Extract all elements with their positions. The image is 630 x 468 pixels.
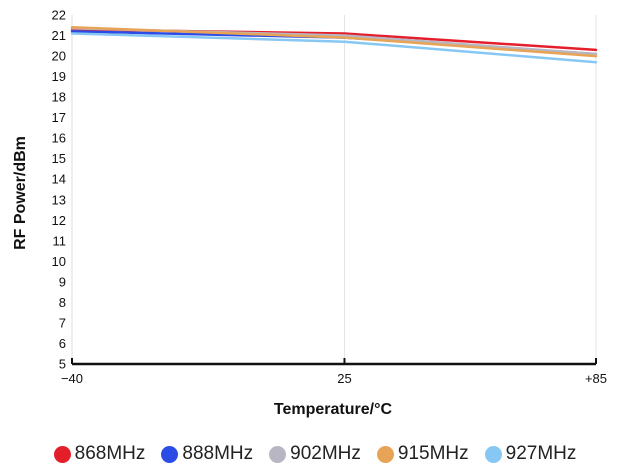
y-tick-label: 22 xyxy=(52,8,66,23)
y-tick-label: 14 xyxy=(52,172,66,187)
y-tick-label: 12 xyxy=(52,213,66,228)
x-tick-label: +85 xyxy=(585,371,607,386)
series-line-915mhz xyxy=(70,26,598,58)
y-tick-label: 6 xyxy=(59,336,66,351)
legend: 868MHz 888MHz 902MHz 915MHz 927MHz xyxy=(0,440,630,468)
legend-label: 927MHz xyxy=(505,443,577,464)
x-tick-label: 25 xyxy=(337,371,351,386)
legend-item: 888MHz xyxy=(161,443,253,465)
legend-item: 902MHz xyxy=(269,443,361,465)
x-axis-title: Temperature/°C xyxy=(274,401,393,418)
legend-label: 888MHz xyxy=(182,443,254,464)
y-tick-label: 19 xyxy=(52,69,66,84)
y-tick-label: 13 xyxy=(52,192,66,207)
legend-label: 915MHz xyxy=(397,443,469,464)
y-tick-label: 16 xyxy=(52,131,66,146)
legend-item: 915MHz xyxy=(376,443,469,465)
series-layer xyxy=(70,26,598,64)
legend-item: 927MHz xyxy=(484,443,577,465)
legend-label: 868MHz xyxy=(74,443,146,464)
legend-dot xyxy=(376,445,394,463)
labels-layer: −40 25 +85 5 6 7 8 9 10 11 12 13 14 15 16 17 18 19 20 21 22 xyxy=(52,8,608,387)
y-tick-label: 21 xyxy=(52,28,66,43)
y-tick-label: 18 xyxy=(52,90,66,105)
x-tick-label: −40 xyxy=(61,371,83,386)
y-tick-label: 11 xyxy=(53,233,67,248)
axes-layer xyxy=(71,15,597,366)
y-tick-label: 20 xyxy=(52,49,66,64)
y-tick-label: 5 xyxy=(59,357,66,372)
legend-dot xyxy=(161,445,179,463)
y-tick-label: 8 xyxy=(59,295,66,310)
legend-item: 868MHz xyxy=(53,443,146,465)
y-tick-label: 15 xyxy=(52,151,66,166)
grid-layer xyxy=(343,15,597,364)
legend-dot xyxy=(269,445,287,463)
legend-label: 902MHz xyxy=(290,443,361,464)
y-tick-label: 7 xyxy=(59,315,66,330)
y-axis-title: RF Power/dBm xyxy=(12,136,29,250)
legend-dot xyxy=(484,445,502,463)
series-line-927mhz xyxy=(70,32,598,64)
y-tick-label: 17 xyxy=(52,110,66,125)
y-tick-label: 9 xyxy=(59,274,66,289)
legend-dot xyxy=(53,445,71,463)
y-tick-label: 10 xyxy=(52,254,66,269)
